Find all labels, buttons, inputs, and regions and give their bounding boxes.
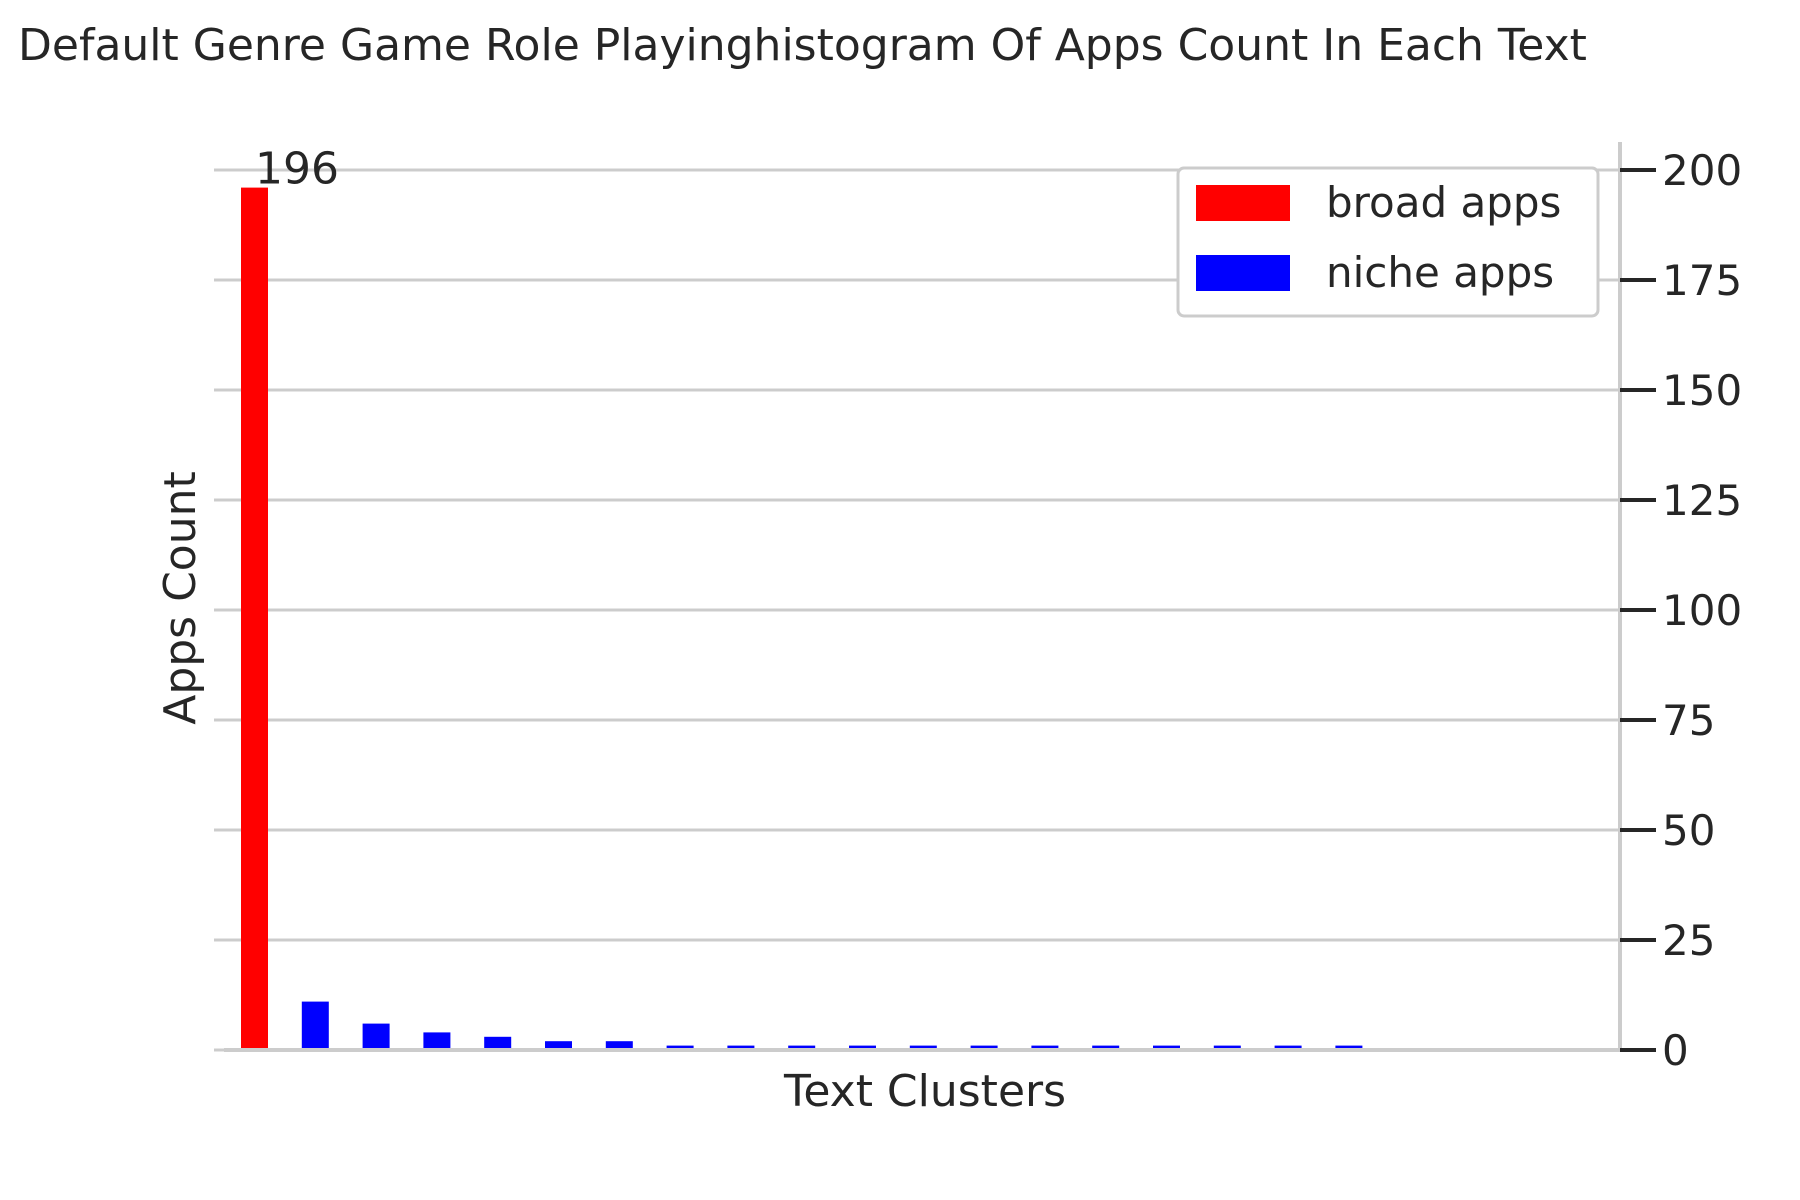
legend-label: broad apps: [1326, 178, 1561, 227]
bar-niche-apps: [849, 1045, 876, 1050]
data-labels: 196: [255, 144, 339, 195]
bar-niche-apps: [301, 1001, 329, 1050]
bar-niche-apps: [545, 1041, 572, 1050]
bar-niche-apps: [788, 1045, 816, 1050]
axes: [224, 142, 1622, 1052]
y-tick-label: 0: [1662, 1026, 1689, 1075]
y-axis-label: Apps Count: [155, 471, 206, 725]
bar-niche-apps: [362, 1023, 390, 1050]
y-tick-label: 50: [1662, 806, 1715, 855]
bar-value-label: 196: [255, 144, 339, 195]
bar-niche-apps: [970, 1045, 998, 1050]
bar-niche-apps: [666, 1045, 694, 1050]
y-tick-label: 150: [1662, 366, 1742, 415]
legend-label: niche apps: [1326, 248, 1554, 297]
bar-niche-apps: [605, 1041, 633, 1050]
bar-niche-apps: [1092, 1045, 1120, 1050]
bar-niche-apps: [484, 1036, 512, 1050]
bar-niche-apps: [727, 1045, 755, 1050]
bar-niche-apps: [909, 1045, 937, 1050]
x-axis-label: Text Clusters: [783, 1066, 1066, 1117]
bar-niche-apps: [423, 1032, 451, 1050]
bar-niche-apps: [1213, 1045, 1241, 1050]
y-tick-label: 25: [1662, 916, 1715, 965]
y-tick-label: 175: [1662, 256, 1742, 305]
legend-swatch: [1196, 185, 1290, 221]
right-axis-ticks: 0 25 50 75 100 125 150 175 200: [1620, 146, 1742, 1075]
bars: [241, 187, 1363, 1051]
bar-niche-apps: [1335, 1045, 1363, 1050]
y-tick-label: 200: [1662, 146, 1742, 195]
y-tick-label: 100: [1662, 586, 1742, 635]
legend: broad apps niche apps: [1176, 166, 1600, 318]
bar-broad-apps: [241, 187, 268, 1051]
bar-niche-apps: [1274, 1045, 1302, 1050]
bar-niche-apps: [1153, 1045, 1180, 1050]
legend-items: broad apps niche apps: [1196, 178, 1561, 297]
legend-swatch: [1196, 255, 1290, 291]
chart-title: Default Genre Game Role Playinghistogram…: [18, 20, 1587, 71]
bar-niche-apps: [1031, 1045, 1059, 1050]
left-tick-marks: [214, 168, 226, 1052]
grid-lines: [226, 168, 1620, 942]
y-tick-label: 75: [1662, 696, 1715, 745]
y-tick-label: 125: [1662, 476, 1742, 525]
